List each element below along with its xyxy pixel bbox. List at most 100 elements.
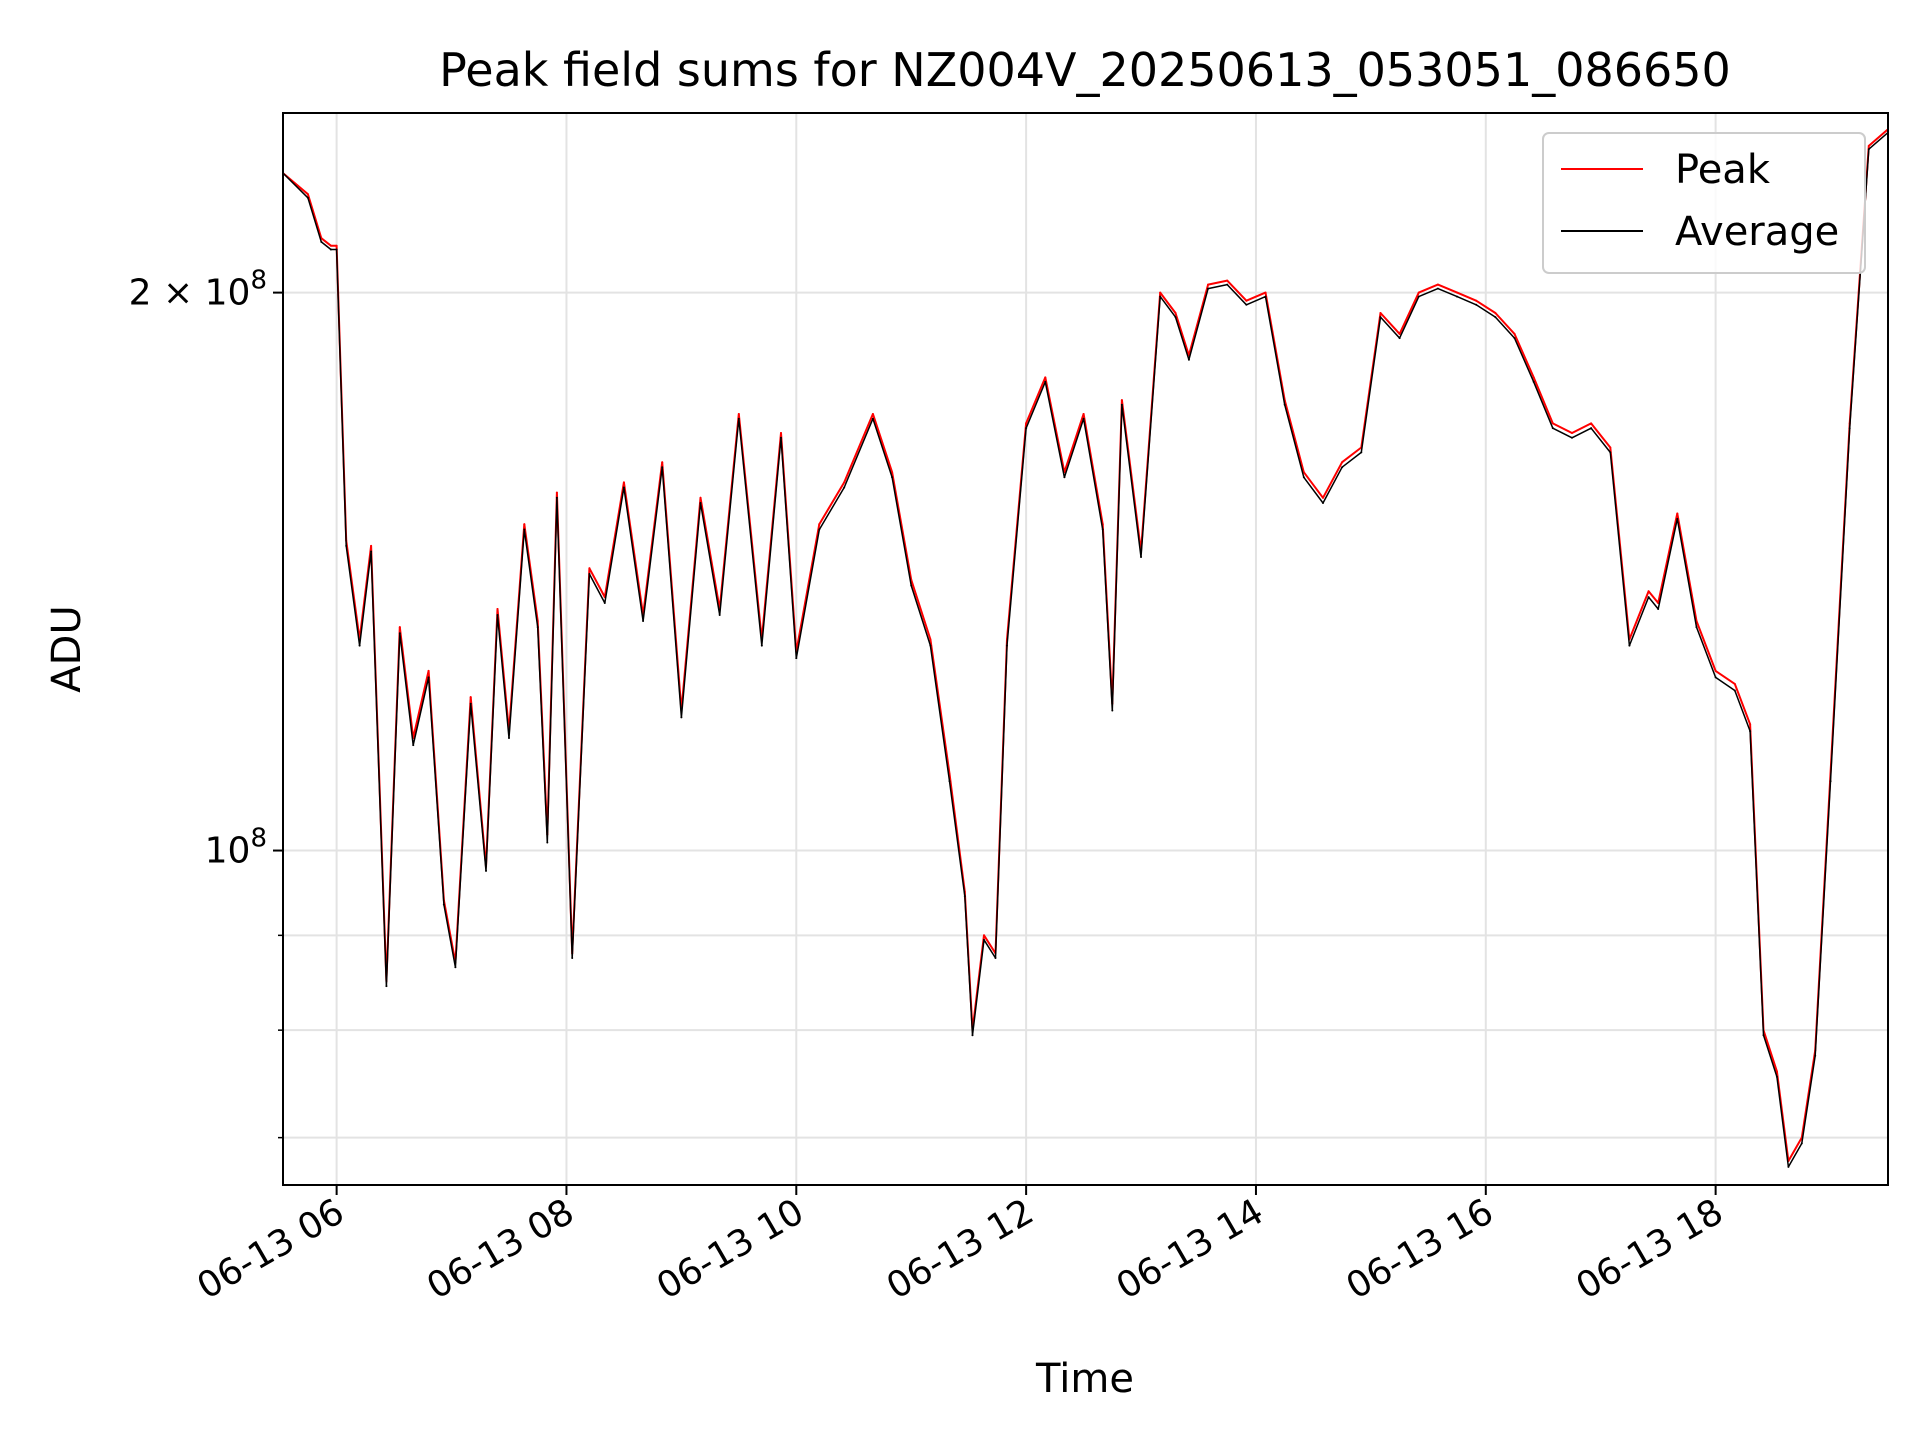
data-point	[963, 895, 966, 898]
data-point	[398, 632, 401, 635]
data-point	[1570, 431, 1573, 434]
data-point	[929, 644, 932, 647]
data-point	[1111, 709, 1114, 712]
data-point	[1657, 607, 1660, 610]
data-point	[737, 413, 740, 416]
data-point	[718, 613, 721, 616]
data-point	[1321, 501, 1324, 504]
data-point	[1775, 1075, 1778, 1078]
data-point	[818, 523, 821, 526]
data-point	[469, 702, 472, 705]
data-point	[1341, 466, 1344, 469]
y-tick-base: 10	[205, 273, 251, 314]
y-tick-label: 108	[205, 824, 267, 872]
data-point	[1044, 376, 1047, 379]
data-point	[306, 196, 309, 199]
data-point	[948, 780, 951, 783]
data-point	[1513, 337, 1516, 340]
data-point	[1120, 403, 1123, 406]
data-point	[871, 413, 874, 416]
data-point	[1475, 303, 1478, 306]
data-point	[523, 528, 526, 531]
data-point	[1532, 380, 1535, 383]
data-point	[779, 431, 782, 434]
data-point	[1264, 295, 1267, 298]
data-point	[1733, 682, 1736, 685]
data-point	[1187, 358, 1190, 361]
data-point	[1714, 669, 1717, 672]
data-point	[737, 417, 740, 420]
data-point	[1207, 283, 1210, 286]
data-point	[843, 481, 846, 484]
data-point	[1398, 337, 1401, 340]
data-point	[1302, 476, 1305, 479]
data-point	[1456, 295, 1459, 298]
y-axis-label: ADU	[44, 605, 90, 692]
data-point	[642, 619, 645, 622]
data-point	[1749, 723, 1752, 726]
data-point	[1551, 422, 1554, 425]
data-point	[1174, 311, 1177, 314]
data-point	[1551, 427, 1554, 430]
y-tick-exponent: 8	[250, 824, 267, 854]
data-point	[571, 957, 574, 960]
data-point	[1283, 403, 1286, 406]
data-point	[345, 544, 348, 547]
data-point	[1775, 1070, 1778, 1073]
data-point	[1609, 446, 1612, 449]
data-point	[871, 417, 874, 420]
data-point	[427, 676, 430, 679]
data-point	[1360, 451, 1363, 454]
data-point	[1245, 303, 1248, 306]
data-point	[1733, 689, 1736, 692]
data-point	[358, 644, 361, 647]
data-point	[1867, 148, 1870, 151]
data-point	[603, 602, 606, 605]
data-point	[1264, 291, 1267, 294]
data-point	[1120, 399, 1123, 402]
y-tick-base: 10	[205, 831, 251, 872]
data-point	[329, 244, 332, 247]
data-point	[843, 486, 846, 489]
data-point	[588, 572, 591, 575]
data-point	[699, 501, 702, 504]
data-point	[370, 544, 373, 547]
data-point	[1101, 528, 1104, 531]
data-point	[1159, 291, 1162, 294]
data-point	[385, 985, 388, 988]
data-point	[1676, 517, 1679, 520]
data-point	[1676, 512, 1679, 515]
data-point	[1532, 376, 1535, 379]
data-point	[1695, 626, 1698, 629]
data-point	[1379, 311, 1382, 314]
x-axis-label: Time	[1035, 1356, 1134, 1402]
data-point	[454, 966, 457, 969]
data-point	[1044, 380, 1047, 383]
data-point	[929, 638, 932, 641]
data-point	[1436, 287, 1439, 290]
data-point	[1341, 461, 1344, 464]
data-point	[1245, 299, 1248, 302]
data-point	[760, 644, 763, 647]
data-point	[622, 486, 625, 489]
data-point	[1475, 299, 1478, 302]
data-point	[1417, 295, 1420, 298]
data-point	[442, 903, 445, 906]
data-point	[818, 528, 821, 531]
data-point	[910, 584, 913, 587]
data-point	[306, 193, 309, 196]
data-point	[661, 466, 664, 469]
data-point	[1025, 427, 1028, 430]
data-point	[536, 626, 539, 629]
data-point	[994, 957, 997, 960]
data-point	[1321, 496, 1324, 499]
data-point	[496, 613, 499, 616]
data-point	[555, 496, 558, 499]
legend-label-average: Average	[1675, 209, 1839, 255]
data-point	[555, 491, 558, 494]
data-point	[1494, 311, 1497, 314]
data-point	[469, 696, 472, 699]
data-point	[1025, 422, 1028, 425]
data-point	[1174, 316, 1177, 319]
